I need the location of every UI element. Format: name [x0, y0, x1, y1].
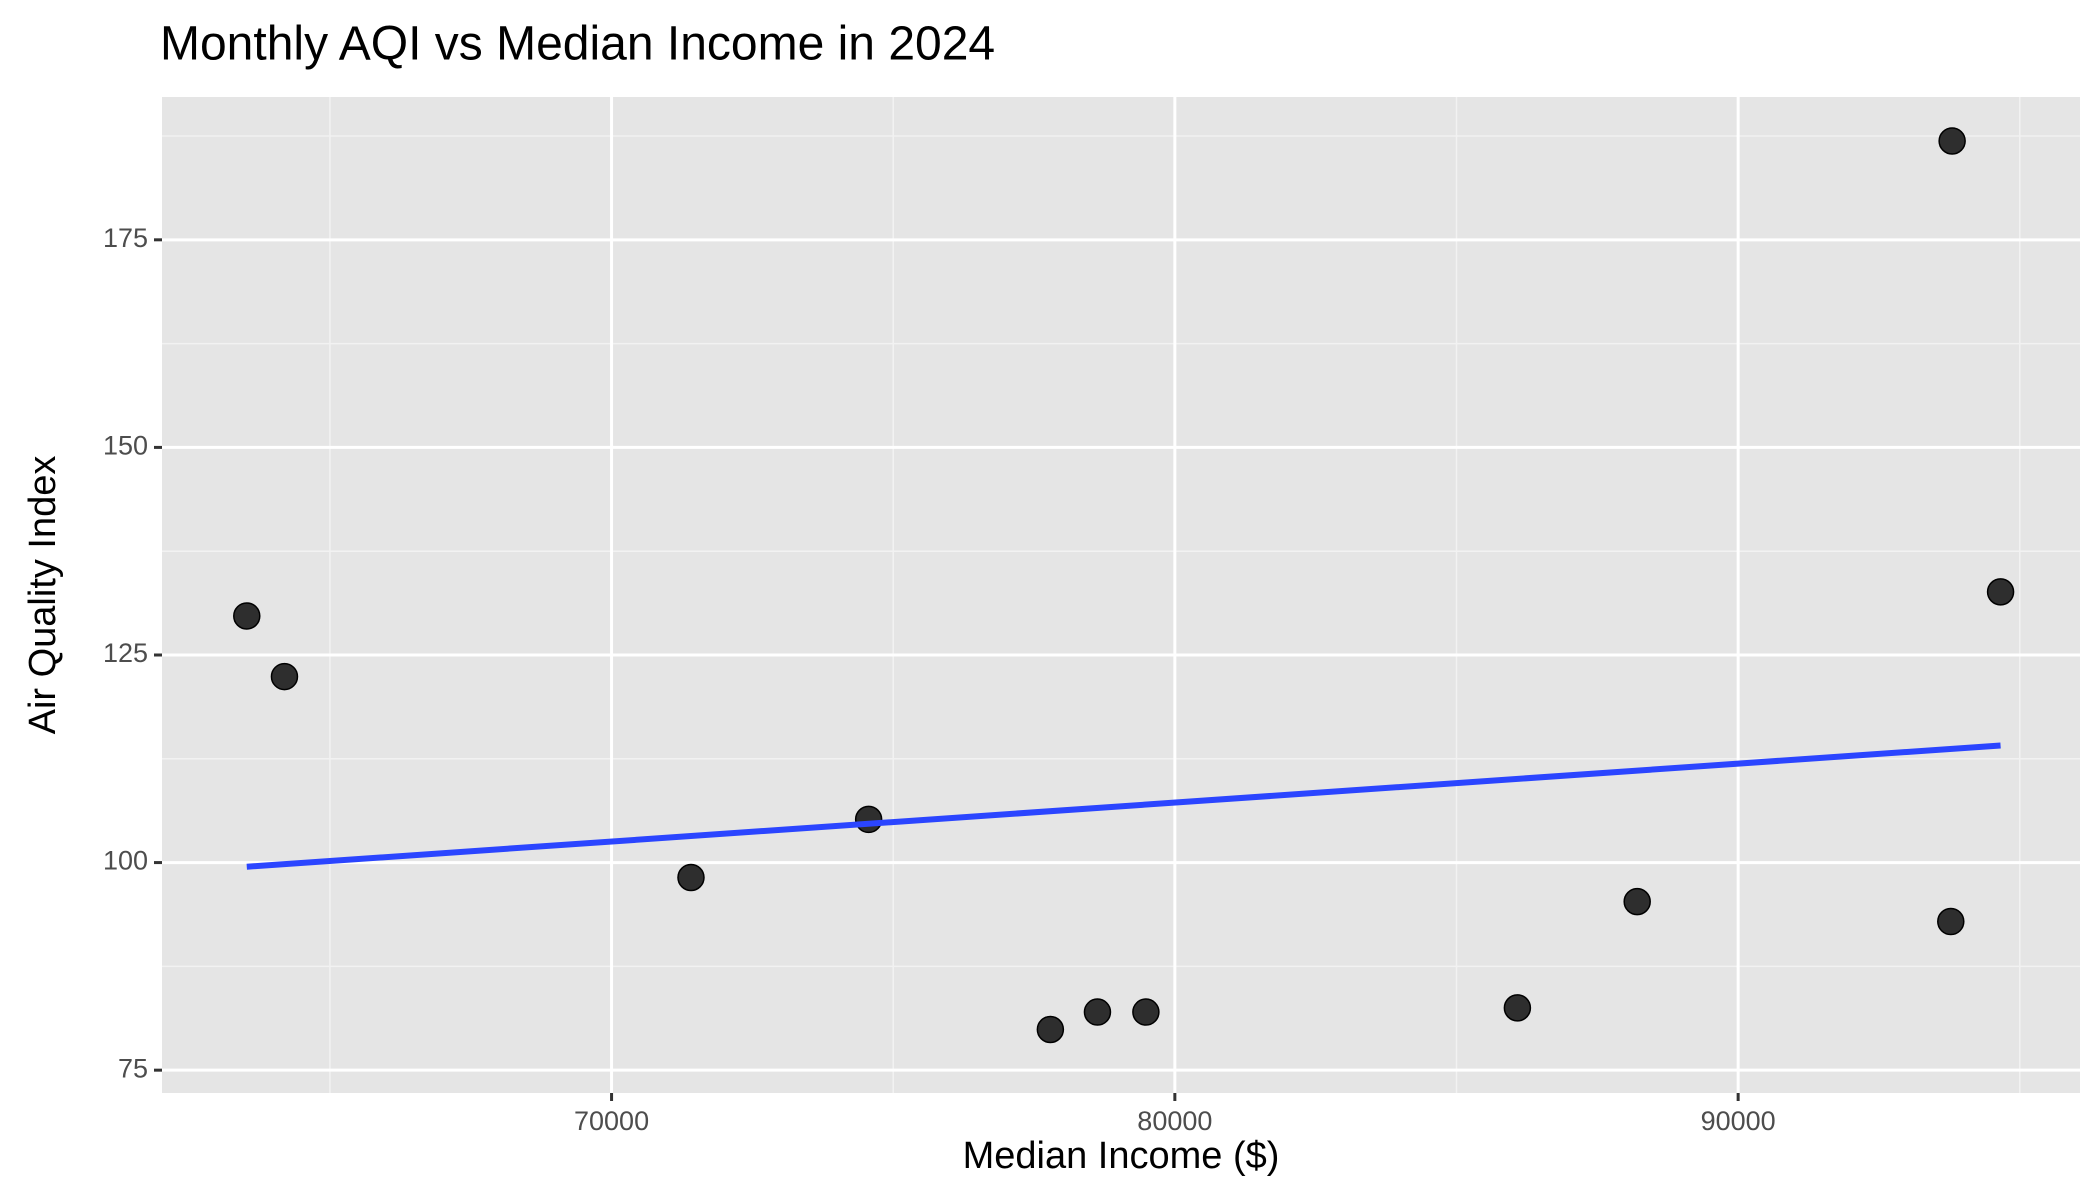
y-axis-title: Air Quality Index	[22, 456, 64, 735]
point	[1083, 998, 1112, 1026]
panel	[162, 97, 2080, 1093]
x-tick-label: 70000	[574, 1106, 649, 1136]
x-axis-title: Median Income ($)	[963, 1135, 1280, 1177]
x-tick-label: 80000	[1137, 1106, 1212, 1136]
y-tick-label: 100	[103, 846, 148, 876]
point	[1937, 907, 1965, 936]
x-tick-label: 90000	[1701, 1106, 1776, 1136]
point	[677, 863, 705, 892]
point	[1623, 887, 1651, 916]
trend-line	[246, 742, 2001, 870]
point	[854, 805, 883, 834]
point	[1036, 1015, 1065, 1044]
y-tick-label: 75	[118, 1053, 148, 1083]
point	[233, 602, 261, 630]
y-tick-label: 150	[103, 431, 148, 461]
point	[1503, 994, 1532, 1022]
y-tick-label: 125	[103, 638, 148, 668]
point	[1938, 127, 1966, 155]
point	[1986, 578, 2015, 606]
chart-title: Monthly AQI vs Median Income in 2024	[160, 18, 995, 71]
point	[270, 662, 299, 691]
y-tick-label: 175	[103, 223, 148, 253]
point	[1132, 998, 1160, 1026]
